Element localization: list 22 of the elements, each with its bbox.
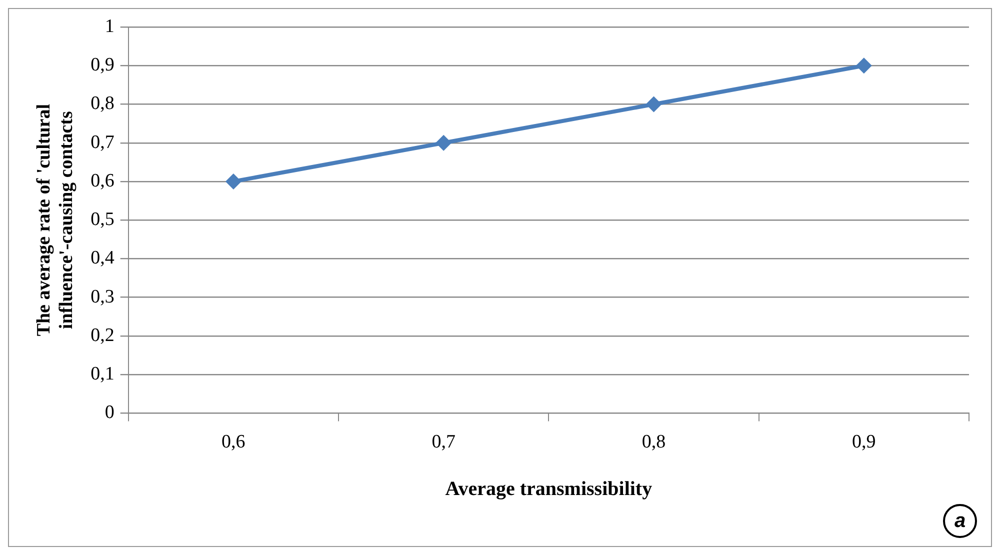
y-tick-label: 0,6 [90,170,114,192]
y-tick-label: 0 [104,402,114,424]
x-tick-label: 0,8 [642,432,666,453]
x-tick-label: 0,9 [852,432,876,453]
point [436,134,452,151]
y-tick-label: 1 [104,16,114,37]
y-tick-label: 0,1 [90,364,114,385]
x-axis-title: Average transmissibility [445,478,652,500]
y-axis-title: The average rate of 'cultural influence'-causing contacts [33,104,78,336]
text: a [943,504,977,538]
y-tick-label: 0,8 [90,93,114,114]
point [856,58,872,74]
y-tick-label: 0,5 [90,209,114,230]
x-tick-label: 0,7 [432,432,456,453]
y-tick-label: 0,7 [90,132,114,153]
y-tick-label: 0,3 [90,286,114,308]
y-tick-label: 0,2 [90,324,114,346]
x-tick-label: 0,6 [222,432,246,453]
point [225,173,242,190]
point [646,96,662,112]
y-tick-label: 0,4 [90,248,115,269]
y-tick-label: 0,9 [90,54,114,76]
